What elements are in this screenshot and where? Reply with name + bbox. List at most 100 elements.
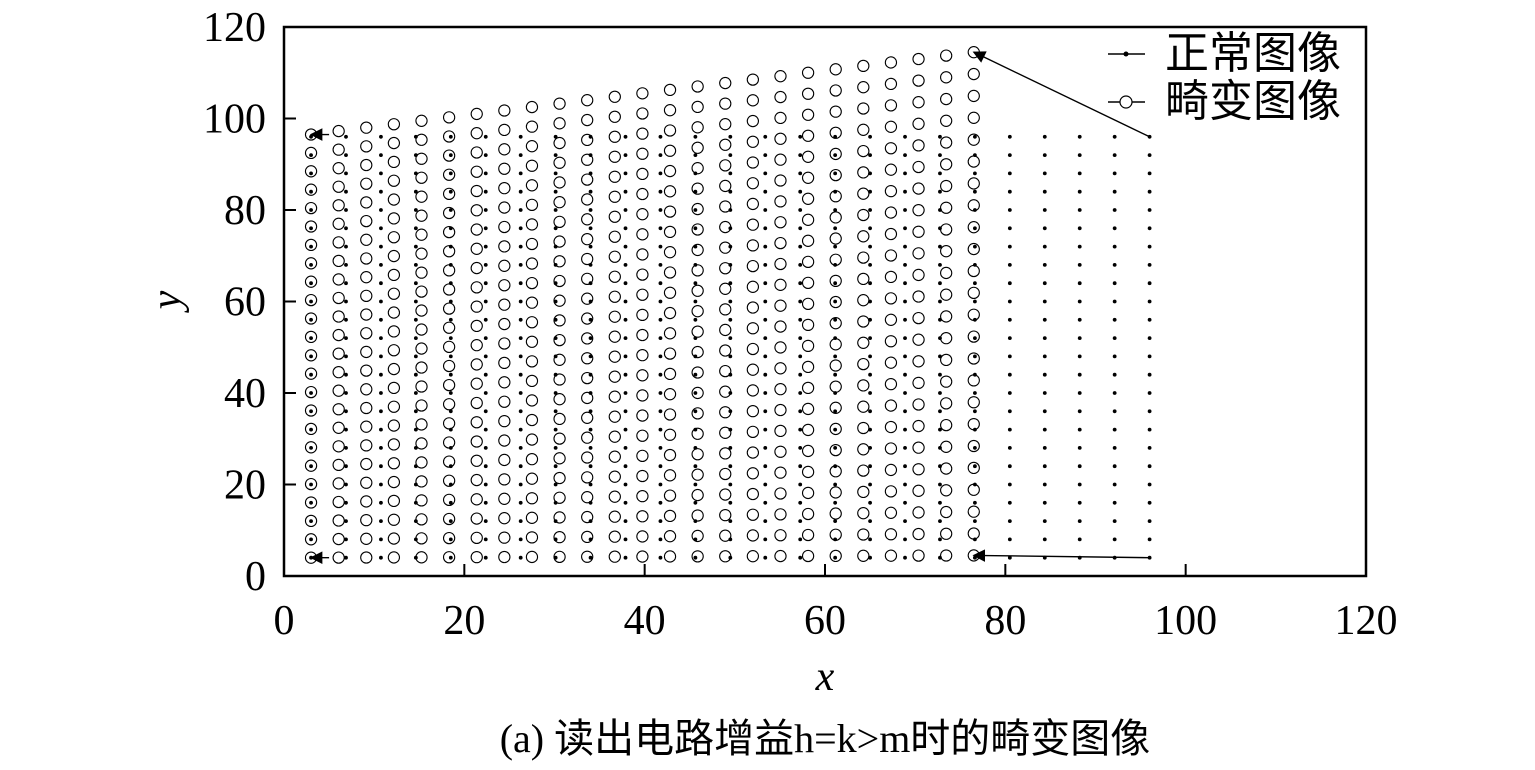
- distorted-point: [967, 527, 980, 540]
- normal-point: [903, 519, 907, 523]
- distorted-point: [304, 312, 318, 325]
- normal-point: [693, 555, 698, 560]
- normal-point: [973, 519, 977, 523]
- normal-point: [309, 409, 313, 414]
- distorted-point: [829, 528, 842, 541]
- distorted-point: [691, 162, 704, 175]
- distorted-point: [581, 312, 594, 325]
- normal-point: [623, 391, 628, 395]
- normal-point: [763, 189, 768, 194]
- normal-point: [658, 372, 663, 377]
- normal-point: [693, 391, 698, 395]
- distorted-point: [857, 357, 870, 371]
- normal-point: [623, 189, 628, 194]
- distorted-point: [553, 136, 566, 150]
- distorted-point: [553, 432, 566, 445]
- normal-point: [658, 244, 663, 249]
- distorted-point: [636, 208, 649, 221]
- normal-point: [658, 519, 663, 523]
- distorted-point: [387, 136, 401, 150]
- normal-point: [973, 244, 977, 249]
- distorted-point: [442, 168, 456, 181]
- distorted-point: [498, 531, 511, 544]
- distorted-point: [801, 486, 815, 500]
- normal-point: [763, 446, 768, 450]
- normal-point: [728, 519, 733, 523]
- distorted-point: [415, 513, 428, 526]
- normal-point: [1147, 537, 1152, 542]
- distorted-point: [387, 551, 401, 564]
- distorted-point: [940, 310, 953, 323]
- normal-point: [379, 171, 383, 176]
- distorted-point: [857, 464, 870, 477]
- distorted-point: [940, 353, 953, 367]
- distorted-point: [387, 287, 401, 300]
- normal-point: [693, 299, 698, 304]
- normal-point: [309, 226, 313, 231]
- annotation-arrow: [972, 51, 1150, 138]
- distorted-point: [608, 290, 621, 303]
- distorted-point: [360, 140, 373, 153]
- x-axis-title: x: [815, 654, 835, 700]
- distorted-point: [470, 493, 483, 506]
- normal-point: [483, 134, 488, 139]
- normal-point: [344, 134, 348, 139]
- normal-point: [553, 153, 558, 158]
- normal-point: [938, 189, 942, 194]
- distorted-point: [498, 201, 511, 214]
- normal-point: [1077, 281, 1082, 286]
- normal-point: [588, 555, 593, 560]
- normal-point: [658, 427, 663, 432]
- distorted-point: [719, 282, 732, 295]
- distorted-point: [304, 293, 318, 307]
- normal-point: [1042, 171, 1047, 176]
- normal-point: [798, 372, 803, 377]
- normal-point: [344, 354, 348, 359]
- distorted-point: [470, 454, 483, 467]
- distorted-point: [857, 294, 870, 307]
- distorted-point: [691, 407, 704, 420]
- distorted-point: [525, 218, 539, 231]
- normal-point: [344, 391, 348, 395]
- distorted-point: [415, 475, 428, 488]
- normal-point: [693, 500, 698, 505]
- distorted-point: [387, 249, 401, 263]
- distorted-point: [884, 292, 898, 305]
- distorted-point: [829, 422, 842, 436]
- distorted-point: [940, 440, 953, 453]
- distorted-point: [967, 308, 980, 321]
- normal-point: [1147, 464, 1152, 469]
- normal-point: [518, 263, 523, 267]
- normal-point: [798, 354, 803, 359]
- normal-point: [868, 226, 872, 231]
- normal-point: [344, 409, 348, 414]
- distorted-point: [774, 508, 787, 521]
- distorted-point: [360, 476, 373, 489]
- normal-point: [938, 299, 942, 304]
- distorted-point: [304, 146, 318, 160]
- normal-point: [973, 171, 977, 176]
- normal-point: [518, 317, 523, 322]
- distorted-point: [553, 412, 566, 426]
- normal-point: [448, 391, 453, 395]
- distorted-point: [415, 209, 428, 222]
- distorted-point: [636, 87, 649, 100]
- normal-point: [658, 263, 663, 267]
- distorted-point: [719, 303, 732, 316]
- distorted-point: [940, 245, 953, 258]
- distorted-point: [746, 197, 760, 211]
- distorted-point: [940, 505, 953, 519]
- normal-point: [309, 189, 313, 194]
- normal-point: [1147, 226, 1152, 231]
- normal-point: [833, 299, 838, 304]
- distorted-point: [360, 383, 373, 396]
- normal-point: [379, 244, 383, 249]
- distorted-point: [663, 327, 677, 340]
- distorted-point: [857, 272, 870, 286]
- distorted-point: [332, 236, 345, 249]
- normal-point: [728, 299, 733, 304]
- normal-point: [1112, 464, 1117, 469]
- distorted-point: [387, 344, 401, 357]
- distorted-point: [912, 247, 925, 260]
- normal-point: [903, 263, 907, 267]
